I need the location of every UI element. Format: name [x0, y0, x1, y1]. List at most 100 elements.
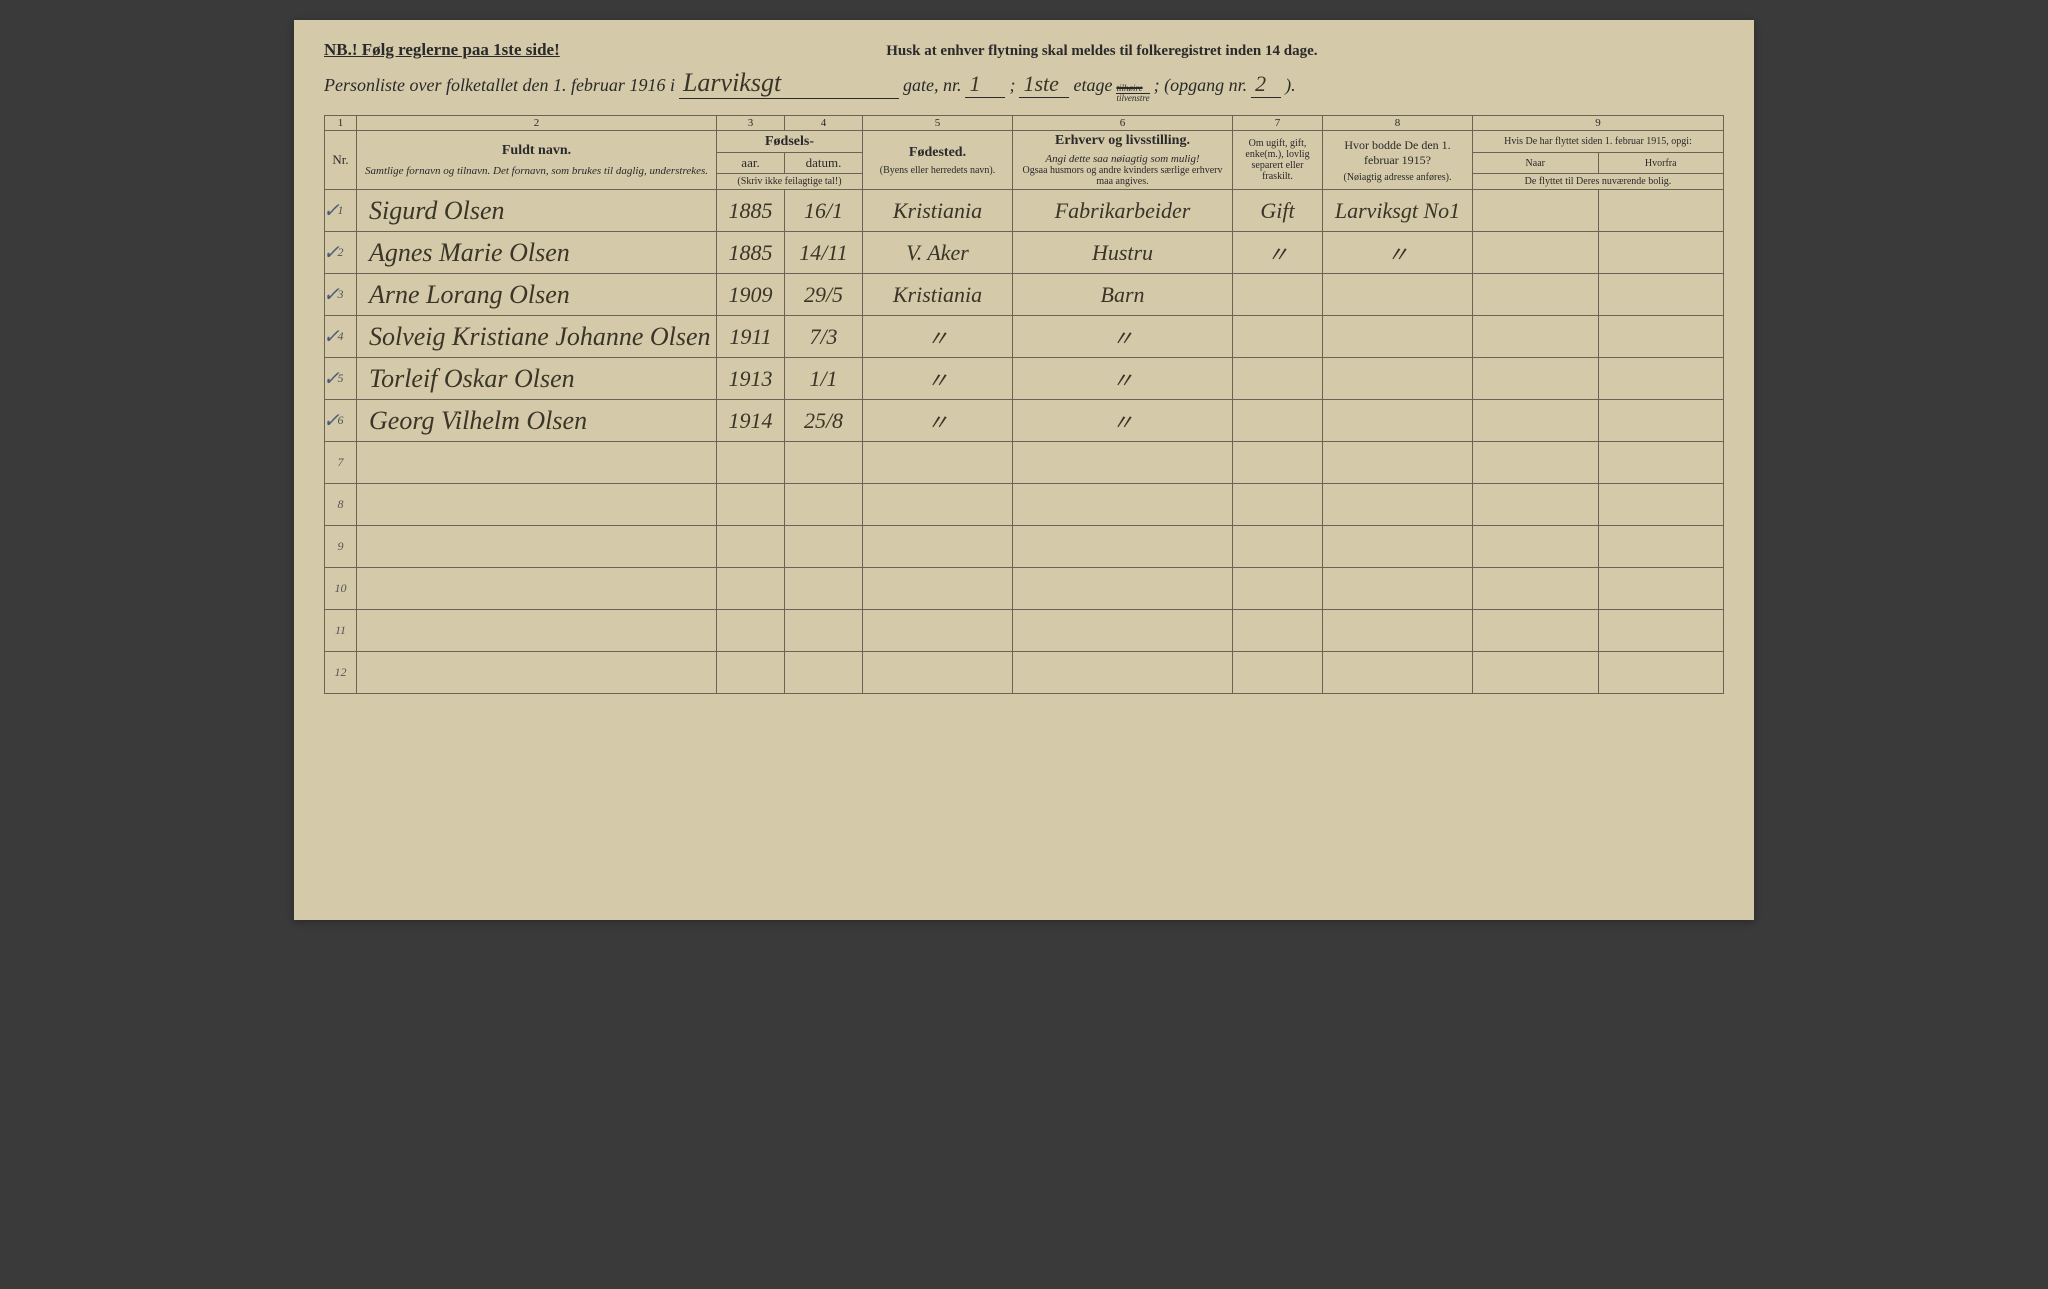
cell-occupation: 〃	[1013, 316, 1233, 358]
cell-name: Arne Lorang Olsen	[357, 274, 717, 316]
cell-prev-addr	[1323, 610, 1473, 652]
cell-marital	[1233, 652, 1323, 694]
row-number: ✓6	[325, 400, 357, 442]
col-num-7: 7	[1233, 116, 1323, 131]
cell-moved-from	[1598, 274, 1724, 316]
cell-name: Georg Vilhelm Olsen	[357, 400, 717, 442]
cell-moved-from	[1598, 400, 1724, 442]
opgang-nr-field: 2	[1251, 71, 1281, 98]
cell-prev-addr	[1323, 484, 1473, 526]
row-number: 12	[325, 652, 357, 694]
cell-year	[717, 484, 785, 526]
cell-place	[863, 526, 1013, 568]
table-row: 12	[325, 652, 1724, 694]
cell-year	[717, 526, 785, 568]
col-num-6: 6	[1013, 116, 1233, 131]
cell-moved-from	[1598, 232, 1724, 274]
col-num-8: 8	[1323, 116, 1473, 131]
hdr-moved-main: Hvis De har flyttet siden 1. februar 191…	[1473, 131, 1724, 153]
table-row: 8	[325, 484, 1724, 526]
checkmark-icon: ✓	[323, 366, 340, 391]
nb-warning: NB.! Følg reglerne paa 1ste side!	[324, 40, 560, 60]
hdr-prev-addr: Hvor bodde De den 1. februar 1915? (Nøia…	[1323, 131, 1473, 190]
cell-occupation	[1013, 442, 1233, 484]
cell-prev-addr	[1323, 358, 1473, 400]
hdr-name: Fuldt navn. Samtlige fornavn og tilnavn.…	[357, 131, 717, 190]
cell-occupation: Barn	[1013, 274, 1233, 316]
cell-name	[357, 526, 717, 568]
cell-moved-from	[1598, 190, 1724, 232]
cell-marital	[1233, 274, 1323, 316]
table-row: ✓2Agnes Marie Olsen188514/11V. AkerHustr…	[325, 232, 1724, 274]
cell-moved-when	[1473, 232, 1599, 274]
cell-prev-addr	[1323, 526, 1473, 568]
cell-marital	[1233, 610, 1323, 652]
table-row: 11	[325, 610, 1724, 652]
hdr-year: aar.	[717, 153, 785, 174]
cell-prev-addr	[1323, 652, 1473, 694]
cell-marital	[1233, 358, 1323, 400]
table-row: ✓3Arne Lorang Olsen190929/5KristianiaBar…	[325, 274, 1724, 316]
hdr-moved-when: Naar	[1473, 153, 1599, 174]
cell-moved-when	[1473, 442, 1599, 484]
cell-prev-addr	[1323, 316, 1473, 358]
cell-moved-from	[1598, 526, 1724, 568]
row-number: ✓4	[325, 316, 357, 358]
husk-reminder: Husk at enhver flytning skal meldes til …	[886, 43, 1317, 60]
cell-name: Torleif Oskar Olsen	[357, 358, 717, 400]
cell-year: 1885	[717, 232, 785, 274]
cell-occupation: 〃	[1013, 358, 1233, 400]
hdr-marital: Om ugift, gift, enke(m.), lovlig separer…	[1233, 131, 1323, 190]
cell-name	[357, 442, 717, 484]
cell-occupation	[1013, 652, 1233, 694]
cell-marital: Gift	[1233, 190, 1323, 232]
title-prefix: Personliste over folketallet den 1. febr…	[324, 75, 675, 96]
form-header: NB.! Følg reglerne paa 1ste side! Husk a…	[324, 40, 1724, 60]
cell-moved-when	[1473, 358, 1599, 400]
cell-moved-when	[1473, 400, 1599, 442]
cell-place: 〃	[863, 316, 1013, 358]
hdr-year-note: (Skriv ikke feilagtige tal!)	[717, 174, 863, 190]
table-row: ✓6Georg Vilhelm Olsen191425/8〃〃	[325, 400, 1724, 442]
cell-date	[785, 568, 863, 610]
cell-marital	[1233, 484, 1323, 526]
table-header: 1 2 3 4 5 6 7 8 9 Nr. Fuldt navn. Samtli…	[325, 116, 1724, 190]
cell-date: 7/3	[785, 316, 863, 358]
cell-date	[785, 610, 863, 652]
row-number: ✓3	[325, 274, 357, 316]
cell-name: Solveig Kristiane Johanne Olsen	[357, 316, 717, 358]
cell-moved-when	[1473, 484, 1599, 526]
hdr-occupation: Erhverv og livsstilling. Angi dette saa …	[1013, 131, 1233, 190]
table-row: 7	[325, 442, 1724, 484]
cell-marital: 〃	[1233, 232, 1323, 274]
cell-occupation	[1013, 484, 1233, 526]
cell-marital	[1233, 442, 1323, 484]
cell-prev-addr	[1323, 400, 1473, 442]
checkmark-icon: ✓	[323, 240, 340, 265]
cell-year	[717, 442, 785, 484]
cell-place	[863, 484, 1013, 526]
opgang-label: ; (opgang nr.	[1154, 75, 1248, 96]
cell-occupation: Hustru	[1013, 232, 1233, 274]
cell-moved-when	[1473, 526, 1599, 568]
cell-moved-when	[1473, 652, 1599, 694]
cell-date: 1/1	[785, 358, 863, 400]
cell-occupation: Fabrikarbeider	[1013, 190, 1233, 232]
checkmark-icon: ✓	[323, 282, 340, 307]
cell-occupation	[1013, 526, 1233, 568]
cell-occupation	[1013, 610, 1233, 652]
checkmark-icon: ✓	[323, 408, 340, 433]
table-row: ✓5Torleif Oskar Olsen19131/1〃〃	[325, 358, 1724, 400]
cell-year: 1914	[717, 400, 785, 442]
cell-prev-addr: 〃	[1323, 232, 1473, 274]
table-row: 9	[325, 526, 1724, 568]
closing-paren: ).	[1285, 75, 1296, 96]
cell-date: 29/5	[785, 274, 863, 316]
cell-name: Sigurd Olsen	[357, 190, 717, 232]
table-row: ✓4Solveig Kristiane Johanne Olsen19117/3…	[325, 316, 1724, 358]
cell-date	[785, 484, 863, 526]
cell-date: 16/1	[785, 190, 863, 232]
cell-prev-addr: Larviksgt No1	[1323, 190, 1473, 232]
cell-place	[863, 610, 1013, 652]
cell-year	[717, 652, 785, 694]
